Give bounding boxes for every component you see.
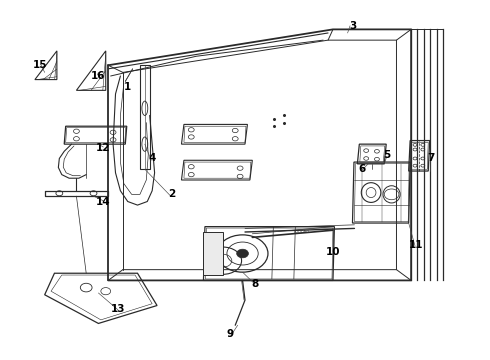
Text: 1: 1 bbox=[124, 82, 131, 92]
Text: 3: 3 bbox=[349, 21, 356, 31]
Text: 14: 14 bbox=[96, 197, 111, 207]
Text: 11: 11 bbox=[409, 239, 423, 249]
Text: BODDNO: BODDNO bbox=[293, 230, 309, 234]
Text: 2: 2 bbox=[168, 189, 175, 199]
Text: 7: 7 bbox=[427, 153, 434, 163]
Text: 16: 16 bbox=[91, 71, 106, 81]
Text: 12: 12 bbox=[96, 143, 111, 153]
Text: 6: 6 bbox=[359, 164, 366, 174]
Circle shape bbox=[237, 249, 248, 258]
Text: 15: 15 bbox=[32, 60, 47, 70]
Text: 13: 13 bbox=[111, 304, 125, 314]
Text: 5: 5 bbox=[383, 150, 391, 160]
Text: 8: 8 bbox=[251, 279, 258, 289]
Text: 4: 4 bbox=[148, 153, 156, 163]
Text: 10: 10 bbox=[326, 247, 340, 257]
Polygon shape bbox=[203, 232, 223, 275]
Text: 9: 9 bbox=[227, 329, 234, 339]
